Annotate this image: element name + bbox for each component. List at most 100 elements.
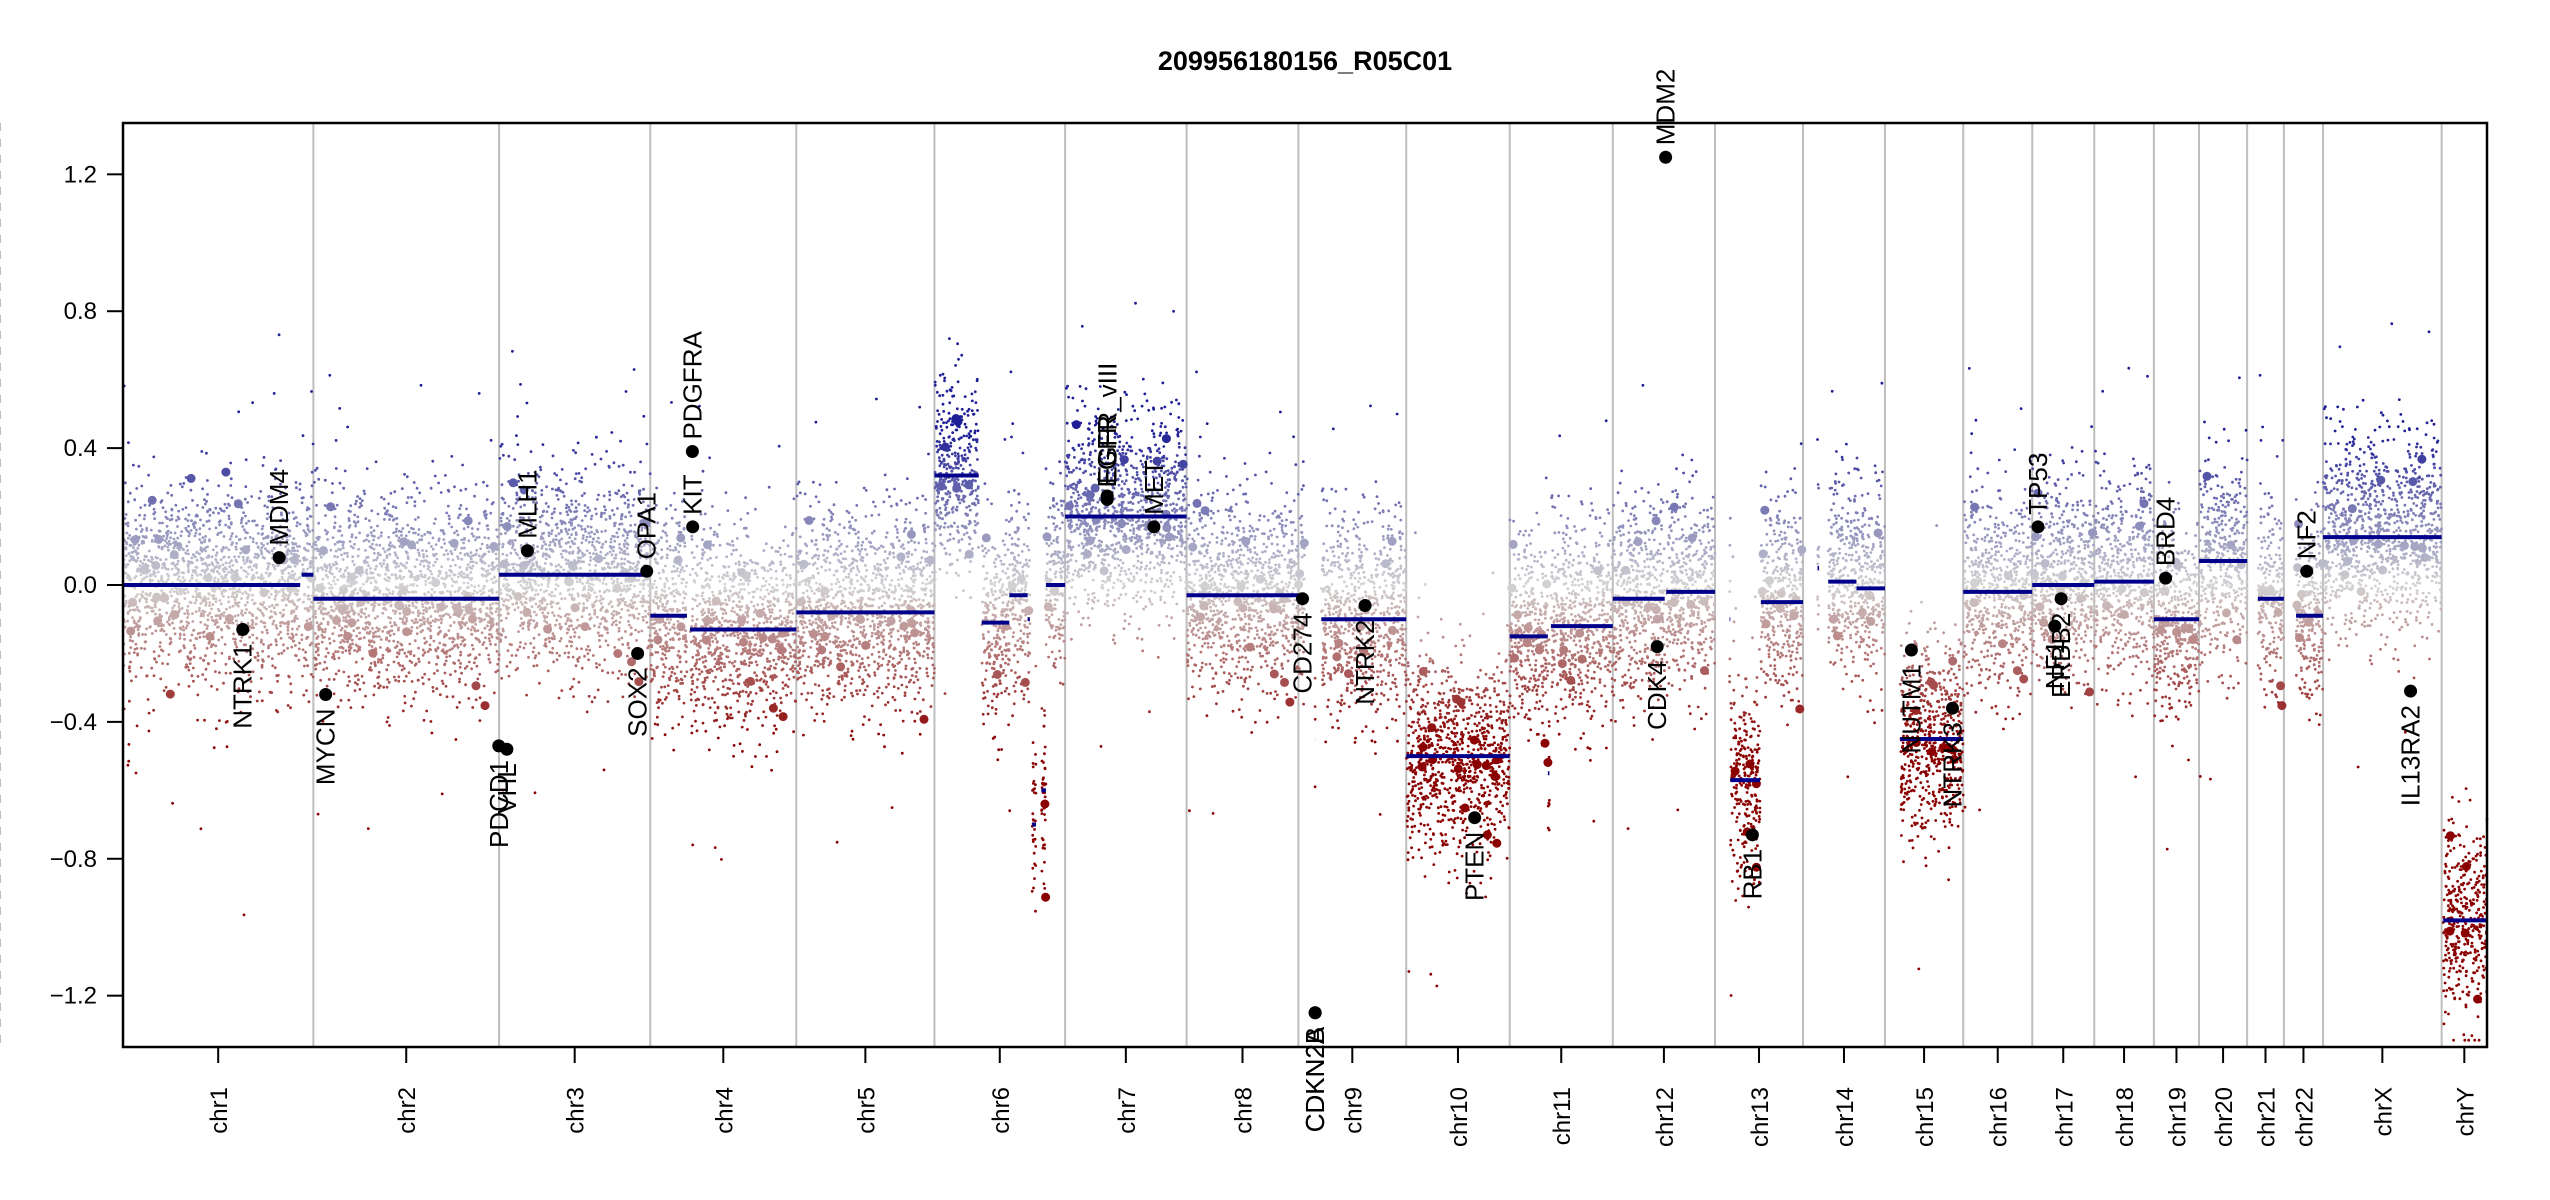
probe-point [600,513,603,517]
probe-point [423,672,427,676]
probe-point [608,493,612,497]
probe-point [372,693,376,697]
probe-point [651,599,655,602]
probe-point [294,578,297,582]
probe-point [417,660,421,663]
probe-point [325,647,328,651]
probe-point [478,653,481,656]
probe-point [215,618,218,622]
probe-point [429,629,432,633]
probe-point [473,589,476,593]
probe-point [466,525,470,529]
probe-point [529,578,533,582]
probe-point [183,637,186,641]
probe-point [372,576,375,580]
probe-point [364,607,368,611]
probe-point [183,612,187,615]
probe-point [495,622,499,625]
probe-point [260,663,264,667]
probe-point [405,561,409,565]
probe-point [521,586,525,590]
probe-point [350,607,354,610]
probe-point [424,579,428,583]
probe-point [181,556,185,560]
probe-point [200,569,204,572]
probe-point [413,663,417,667]
probe-point [208,640,212,644]
probe-point [342,616,345,619]
probe-point [404,534,408,538]
probe-point [282,608,285,612]
probe-point [385,636,389,640]
probe-point [604,518,608,521]
probe-point [369,567,372,570]
probe-point [267,499,271,503]
probe-point [386,663,390,667]
probe-point [624,630,627,633]
probe-point [464,487,468,491]
probe-point [601,605,605,609]
probe-point [139,560,143,563]
probe-point [153,540,157,543]
probe-point [458,665,462,669]
probe-point [229,522,233,526]
probe-point [213,566,217,569]
probe-point [649,664,653,667]
probe-point [223,621,227,625]
probe-point [138,617,142,621]
probe-point [499,588,502,592]
probe-point [614,553,618,557]
probe-point [134,549,138,553]
probe-point [394,561,398,565]
probe-point [365,631,369,635]
probe-point [173,544,177,548]
probe-point [373,567,377,571]
probe-point [296,549,299,553]
probe-point [418,554,421,557]
probe-point [128,491,132,495]
probe-point [365,580,368,584]
probe-point [642,487,645,491]
probe-point [286,628,290,632]
probe-point [488,572,492,575]
probe-point [610,553,614,557]
probe-point [192,644,196,647]
probe-point [290,619,294,623]
probe-point [144,633,147,636]
probe-point [134,642,138,646]
probe-point [228,561,231,565]
probe-point [365,572,369,576]
probe-point [369,571,373,574]
probe-point [145,528,149,532]
probe-point [412,697,416,701]
probe-point [439,629,442,633]
probe-point [392,660,396,664]
probe-point [443,671,447,675]
probe-point [279,630,282,634]
probe-point [397,536,401,540]
probe-point [541,544,544,548]
probe-point [272,619,276,623]
probe-point [479,589,482,593]
probe-point [610,577,614,581]
probe-point [366,626,370,630]
probe-point [306,585,310,589]
probe-point [544,552,548,556]
probe-point [200,541,204,545]
probe-point [275,534,279,538]
probe-point [184,626,188,630]
probe-point [172,541,176,545]
probe-point [298,488,302,491]
probe-point [659,645,662,648]
probe-point [438,572,442,575]
probe-point [406,496,410,499]
probe-point [595,595,598,599]
probe-point [455,643,459,647]
probe-point [367,576,371,580]
probe-point [416,541,419,544]
probe-point [198,538,202,541]
probe-point [269,592,273,596]
probe-point [352,592,356,595]
probe-point [210,615,214,619]
probe-point [250,495,254,498]
